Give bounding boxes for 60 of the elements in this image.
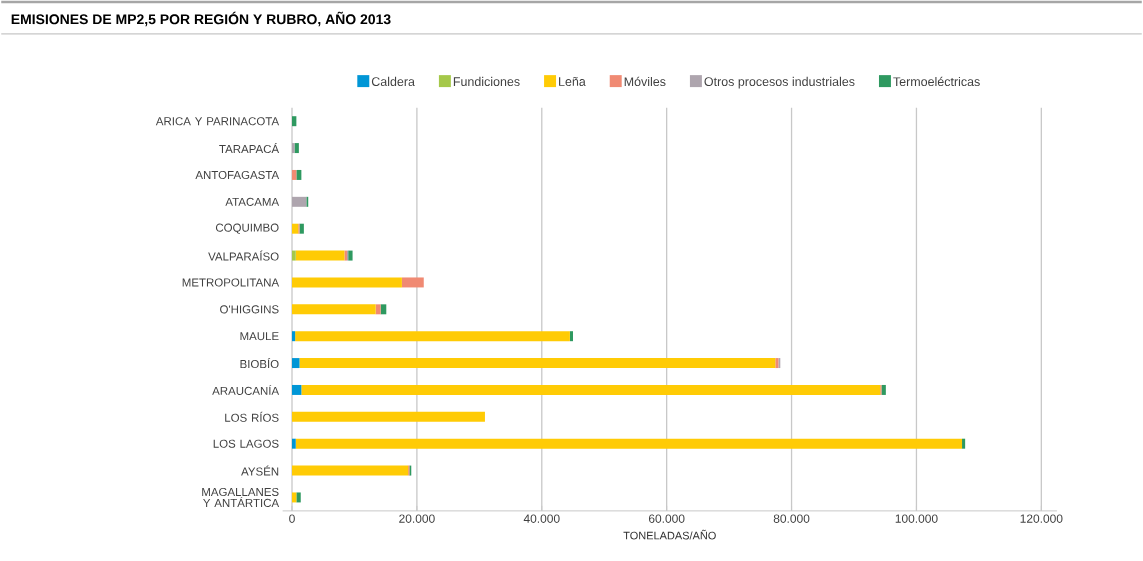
bar bbox=[292, 438, 296, 449]
y-tick-label: TARAPACÁ bbox=[219, 143, 280, 154]
bar bbox=[375, 304, 381, 315]
legend-label: Caldera bbox=[371, 76, 415, 87]
y-tick-label: AYSÉN bbox=[241, 465, 279, 476]
legend-label: Otros procesos industriales bbox=[704, 76, 855, 89]
bar bbox=[569, 331, 573, 342]
y-tick-label: MAULE bbox=[240, 332, 279, 341]
bar bbox=[292, 465, 409, 476]
bar bbox=[292, 331, 296, 342]
x-tick-label: 80.000 bbox=[773, 514, 810, 523]
bar bbox=[292, 411, 485, 422]
x-tick-label: 100.000 bbox=[895, 514, 938, 523]
bar bbox=[292, 143, 295, 154]
bar bbox=[295, 331, 570, 342]
bar bbox=[299, 223, 304, 234]
y-tick-label: COQUIMBO bbox=[215, 223, 279, 234]
bar bbox=[299, 358, 776, 369]
legend-label: Termoeléctricas bbox=[893, 76, 980, 87]
y-tick-label: O'HIGGINS bbox=[220, 305, 279, 314]
bar bbox=[292, 196, 307, 207]
bar bbox=[292, 492, 297, 503]
y-tick-label: ANTOFAGASTA bbox=[195, 171, 280, 180]
x-tick-label: 20.000 bbox=[399, 514, 435, 523]
bar bbox=[348, 250, 353, 261]
x-tick-label: 60.000 bbox=[648, 514, 685, 523]
y-tick-label: LOS RÍOS bbox=[225, 411, 279, 422]
bar bbox=[292, 223, 299, 234]
bar bbox=[295, 250, 345, 261]
legend-label: Leña bbox=[559, 76, 586, 87]
legend-label: Móviles bbox=[624, 76, 666, 87]
bar bbox=[292, 358, 300, 369]
bar bbox=[296, 492, 301, 503]
bar bbox=[401, 277, 424, 288]
chart-title: EMISIONES DE MP2,5 POR REGIÓN Y RUBRO, AÑO 2013 bbox=[11, 11, 391, 27]
x-tick-label: 40.000 bbox=[523, 514, 560, 523]
bar bbox=[292, 385, 302, 396]
y-tick-label: METROPOLITANA bbox=[182, 278, 280, 287]
y-tick-label: VALPARAÍSO bbox=[208, 250, 279, 261]
bar bbox=[292, 250, 296, 261]
bar bbox=[881, 385, 886, 396]
bar bbox=[292, 304, 376, 315]
y-tick-label: ATACAMA bbox=[225, 197, 280, 206]
y-tick-label: MAGALLANES Y ANTÁRTICA bbox=[202, 488, 280, 508]
legend-label: Fundiciones bbox=[453, 76, 520, 87]
y-tick-label: BIOBÍO bbox=[240, 358, 279, 369]
x-tick-label: 120.000 bbox=[1020, 514, 1063, 523]
x-axis-title: TONELADAS/AÑO bbox=[623, 529, 716, 540]
bar bbox=[962, 438, 966, 449]
y-tick-label: ARAUCANÍA bbox=[212, 385, 280, 396]
bar bbox=[292, 170, 297, 181]
bar bbox=[301, 385, 881, 396]
y-tick-label: ARICA Y PARINACOTA bbox=[155, 117, 280, 126]
bar bbox=[296, 170, 302, 181]
y-tick-label: LOS LAGOS bbox=[213, 439, 279, 448]
x-tick-label: 0 bbox=[289, 514, 295, 523]
bar bbox=[292, 116, 297, 127]
bar bbox=[295, 438, 963, 449]
bar bbox=[292, 277, 402, 288]
bar bbox=[294, 143, 299, 154]
